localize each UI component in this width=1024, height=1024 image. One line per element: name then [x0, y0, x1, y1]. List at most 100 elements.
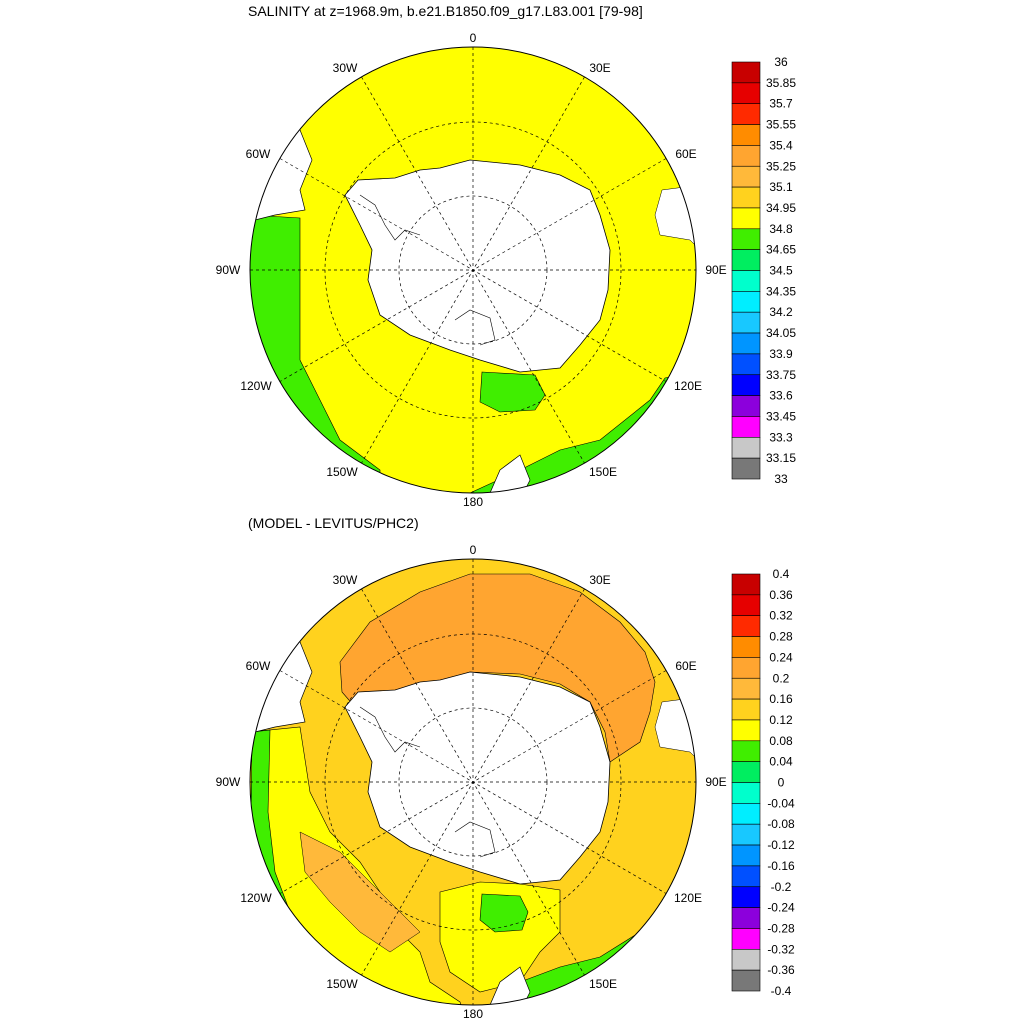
p2-label-60w: 60W	[246, 659, 271, 673]
colorbar-label: 35.55	[766, 118, 796, 132]
colorbar-label: 33.45	[766, 409, 796, 423]
p1-label-60e: 60E	[675, 147, 696, 161]
colorbar-swatch	[731, 886, 761, 908]
colorbar-label: 33.6	[769, 389, 793, 403]
panel-2-fields	[250, 559, 696, 1005]
colorbar-swatch	[731, 103, 761, 125]
p1-graticule	[250, 47, 696, 493]
colorbar-label: 0.2	[773, 671, 790, 685]
colorbar-label: 34.5	[769, 264, 793, 278]
colorbar-label: -0.28	[767, 921, 795, 935]
panel-2-colorbar: 0.4 0.36 0.32 0.28 0.24 0.2 0.16 0.12 0.08 0.04 0 -…	[731, 567, 795, 998]
colorbar-swatch	[731, 698, 761, 721]
colorbar-swatch	[731, 186, 761, 209]
p2-label-90w: 90W	[216, 775, 241, 789]
panel-2-difference-map: 0 30E 60E 90E 120E 150E 180 150W 120W 90…	[216, 543, 795, 1021]
p2-label-120e: 120E	[674, 891, 702, 905]
colorbar-label: -0.16	[767, 859, 795, 873]
colorbar-swatch	[731, 61, 761, 84]
colorbar-swatch	[731, 719, 761, 742]
colorbar-label: 35.7	[769, 97, 793, 111]
colorbar-swatch	[731, 657, 761, 679]
colorbar-label: 0.04	[769, 755, 793, 769]
colorbar-label: 34.8	[769, 222, 793, 236]
colorbar-label: 0.24	[769, 650, 793, 664]
colorbar-swatch	[731, 311, 761, 334]
colorbar-label: 33.9	[769, 347, 793, 361]
p2-yellow-ross	[439, 881, 561, 993]
colorbar-swatch	[731, 636, 761, 658]
colorbar-label: 0.16	[769, 692, 793, 706]
colorbar-swatch	[731, 291, 761, 313]
colorbar-swatch	[731, 228, 761, 250]
colorbar-swatch	[731, 761, 761, 783]
colorbar-swatch	[731, 615, 761, 637]
colorbar-label: 0.08	[769, 734, 793, 748]
colorbar-swatch	[731, 573, 761, 596]
p2-map-border	[249, 558, 697, 1006]
colorbar-label: 35.85	[766, 76, 796, 90]
colorbar-swatch	[731, 145, 761, 167]
p2-label-180: 180	[463, 1007, 483, 1021]
colorbar-swatch	[731, 457, 761, 480]
p1-label-120w: 120W	[240, 379, 272, 393]
colorbar-swatch	[731, 416, 761, 438]
p2-orange-west	[299, 831, 421, 953]
colorbar-label: -0.36	[767, 963, 795, 977]
p1-label-30e: 30E	[589, 61, 610, 75]
colorbar-swatch	[731, 165, 761, 188]
p2-lon-labels: 0 30E 60E 90E 120E 150E 180 150W 120W 90…	[216, 543, 727, 1021]
colorbar-label: -0.24	[767, 901, 795, 915]
colorbar-label: 35.4	[769, 138, 793, 152]
p2-label-90e: 90E	[705, 775, 726, 789]
colorbar-label: 0.12	[769, 713, 793, 727]
colorbar-label: -0.04	[767, 796, 795, 810]
colorbar-label: 0.28	[769, 630, 793, 644]
colorbar-swatch	[731, 782, 761, 804]
panel-1-salinity-map: 0 30E 60E 90E 120E 150E 180 150W 120W 90…	[216, 31, 797, 509]
colorbar-swatch	[731, 353, 761, 376]
p2-label-120w: 120W	[240, 891, 272, 905]
colorbar-label: 0.4	[773, 567, 790, 581]
colorbar-label: 36	[774, 55, 788, 69]
panel-2-title: (MODEL - LEVITUS/PHC2)	[248, 515, 419, 531]
colorbar-swatch	[731, 865, 761, 888]
colorbar-label: 33.75	[766, 368, 796, 382]
p1-label-30w: 30W	[333, 61, 358, 75]
colorbar-label: 0	[778, 776, 785, 790]
colorbar-swatch	[731, 677, 761, 700]
colorbar-swatch	[731, 124, 761, 146]
colorbar-swatch	[731, 332, 761, 355]
colorbar-swatch	[731, 740, 761, 762]
p1-label-90w: 90W	[216, 263, 241, 277]
p1-label-90e: 90E	[705, 263, 726, 277]
colorbar-swatch	[731, 803, 761, 825]
colorbar-label: 35.25	[766, 159, 796, 173]
colorbar-label: 34.35	[766, 284, 796, 298]
colorbar-swatch	[731, 823, 761, 846]
p1-label-120e: 120E	[674, 379, 702, 393]
colorbar-swatch	[731, 907, 761, 929]
p1-label-60w: 60W	[246, 147, 271, 161]
p1-label-0: 0	[470, 31, 477, 45]
panel-1-fields	[250, 47, 696, 493]
p1-lon-labels: 0 30E 60E 90E 120E 150E 180 150W 120W 90…	[216, 31, 727, 509]
p1-green-ross	[479, 371, 546, 413]
colorbar-label: 33.15	[766, 451, 796, 465]
p1-label-180: 180	[463, 495, 483, 509]
colorbar-label: -0.2	[771, 880, 792, 894]
p2-label-150w: 150W	[326, 977, 358, 991]
colorbar-swatch	[731, 82, 761, 104]
colorbar-swatch	[731, 969, 761, 992]
p2-label-30w: 30W	[333, 573, 358, 587]
p2-label-60e: 60E	[675, 659, 696, 673]
colorbar-label: 34.05	[766, 326, 796, 340]
panel-1-title: SALINITY at z=1968.9m, b.e21.B1850.f09_g…	[248, 3, 643, 19]
colorbar-swatch	[731, 844, 761, 867]
colorbar-swatch	[731, 594, 761, 616]
colorbar-label: 33	[774, 472, 788, 486]
p1-label-150w: 150W	[326, 465, 358, 479]
colorbar-swatch	[731, 270, 761, 292]
colorbar-swatch	[731, 928, 761, 950]
p1-map-border	[249, 46, 697, 494]
